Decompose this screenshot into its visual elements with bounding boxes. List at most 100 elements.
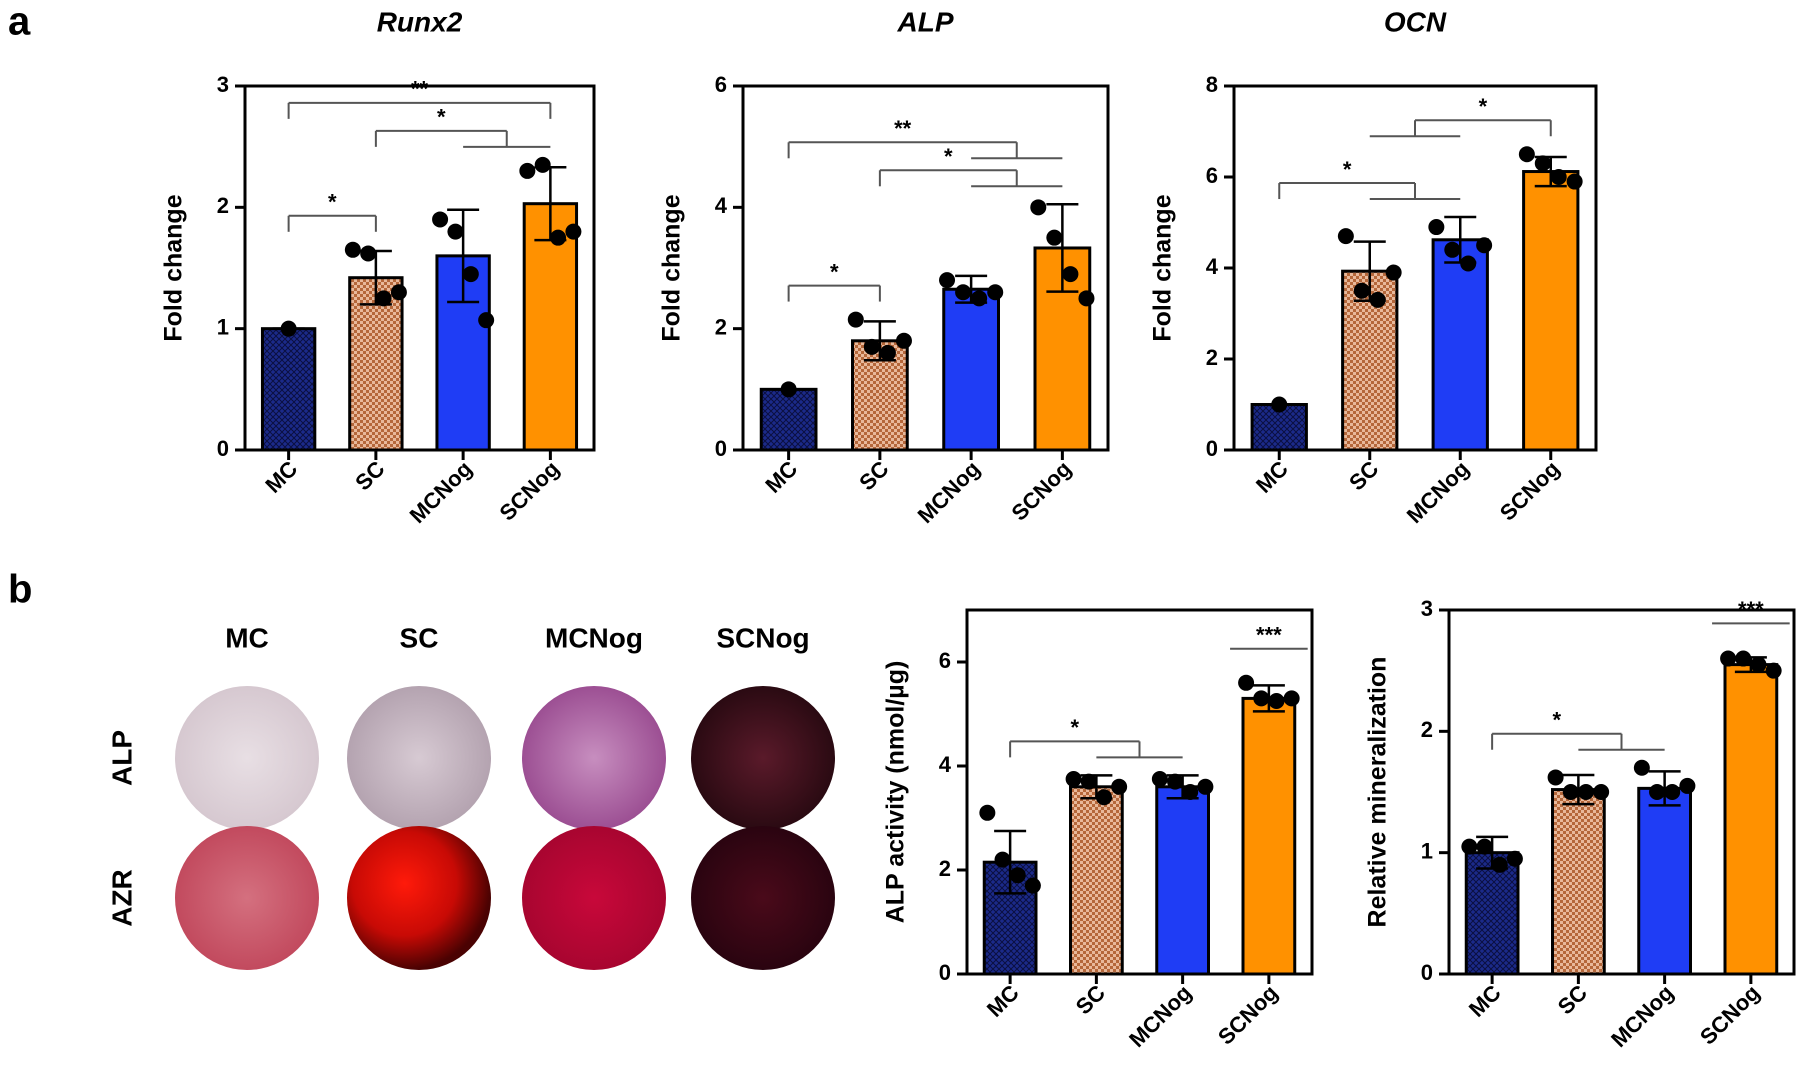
significance-label: *: [944, 144, 953, 169]
plot-frame: [965, 608, 1314, 976]
data-point: [1065, 771, 1082, 787]
data-point: [1633, 759, 1650, 776]
y-tick-label: 0: [217, 436, 229, 461]
y-tick-label: 3: [1421, 596, 1433, 621]
row-label: ALP: [106, 730, 137, 786]
error-bar: [994, 829, 1027, 895]
significance-label: *: [1071, 715, 1080, 740]
row-label: AZR: [106, 869, 137, 927]
data-point: [1009, 867, 1026, 884]
data-point: [1534, 155, 1551, 172]
bar: [1155, 785, 1210, 976]
data-point: [1253, 690, 1270, 707]
significance-label: *: [1343, 157, 1352, 182]
y-tick-label: 3: [217, 72, 229, 97]
data-point: [1385, 264, 1402, 281]
y-tick-label: 4: [939, 752, 952, 777]
column-label: MCNog: [545, 622, 643, 653]
chart-title: OCN: [1384, 6, 1447, 37]
y-tick-label: 6: [1206, 163, 1218, 188]
x-tick-label: SCNog: [1695, 980, 1765, 1050]
stain-image: [691, 686, 835, 830]
error-bar: [447, 208, 480, 304]
data-point: [1095, 789, 1112, 806]
significance-label: **: [894, 116, 912, 141]
panel-letter: b: [8, 568, 32, 612]
data-point: [780, 381, 797, 398]
x-tick-label: MCNog: [913, 456, 985, 528]
data-point: [1182, 784, 1199, 800]
significance-label: ***: [1256, 623, 1282, 648]
data-point: [447, 223, 464, 240]
data-point: [432, 211, 449, 228]
y-tick-label: 0: [1421, 960, 1433, 985]
data-point: [1283, 690, 1300, 707]
data-point: [1078, 290, 1095, 307]
data-point: [1566, 173, 1583, 190]
column-label: SCNog: [716, 622, 809, 653]
column-label: MC: [225, 622, 269, 653]
data-point: [534, 156, 551, 173]
data-point: [1271, 396, 1288, 413]
data-point: [1735, 650, 1752, 667]
data-point: [847, 311, 864, 328]
bar: [522, 202, 579, 452]
data-point: [1080, 773, 1097, 790]
significance-label: *: [1479, 94, 1488, 119]
y-tick-label: 4: [715, 193, 728, 218]
significance-bracket: [1096, 741, 1183, 759]
data-point: [879, 344, 896, 361]
bar: [1637, 786, 1692, 976]
data-point: [550, 229, 567, 246]
chart-title: Runx2: [377, 6, 463, 37]
x-tick-label: SC: [854, 456, 893, 495]
x-tick-label: MC: [760, 456, 802, 498]
stain-image: [522, 826, 666, 970]
bar: [1522, 170, 1580, 452]
data-point: [1765, 662, 1782, 679]
y-tick-label: 4: [1206, 254, 1219, 279]
data-point: [1337, 228, 1354, 245]
data-point: [979, 804, 996, 821]
significance-bracket: [971, 170, 1063, 188]
significance-bracket: [1578, 733, 1665, 751]
x-tick-label: SCNog: [1213, 980, 1283, 1050]
y-tick-label: 2: [1421, 717, 1433, 742]
data-point: [1111, 778, 1128, 795]
data-point: [1720, 650, 1737, 667]
data-point: [375, 290, 392, 307]
data-point: [1593, 784, 1610, 800]
significance-bracket: [463, 130, 551, 148]
x-tick-label: MC: [1251, 456, 1293, 498]
data-point: [1197, 778, 1214, 795]
bar: [1551, 788, 1606, 976]
y-tick-label: 6: [939, 648, 951, 673]
significance-label: *: [1553, 708, 1562, 733]
x-tick-label: SCNog: [494, 456, 564, 526]
x-tick-label: SC: [1553, 980, 1592, 1019]
data-point: [1046, 229, 1063, 246]
significance-label: **: [411, 77, 429, 102]
bar: [1464, 851, 1520, 976]
x-tick-label: MCNog: [1606, 980, 1678, 1052]
bar: [1069, 785, 1124, 976]
data-point: [280, 320, 297, 337]
data-point: [1506, 850, 1523, 867]
y-tick-label: 2: [1206, 345, 1218, 370]
data-point: [863, 338, 880, 355]
data-point: [1518, 146, 1535, 163]
y-axis-label: ALP activity (nmol/µg): [882, 661, 910, 924]
error-bar: [1046, 203, 1079, 293]
x-tick-label: MCNog: [405, 456, 477, 528]
data-point: [1460, 255, 1477, 272]
significance-bracket: [971, 142, 1063, 160]
panel-letter: a: [8, 0, 31, 44]
bar: [260, 327, 317, 452]
stain-images: MC SC MCNog SCNog ALP AZR: [106, 622, 835, 970]
data-point: [1353, 282, 1370, 299]
chart-title: ALP: [897, 6, 954, 37]
data-point: [1369, 291, 1386, 308]
y-tick-label: 0: [715, 436, 727, 461]
